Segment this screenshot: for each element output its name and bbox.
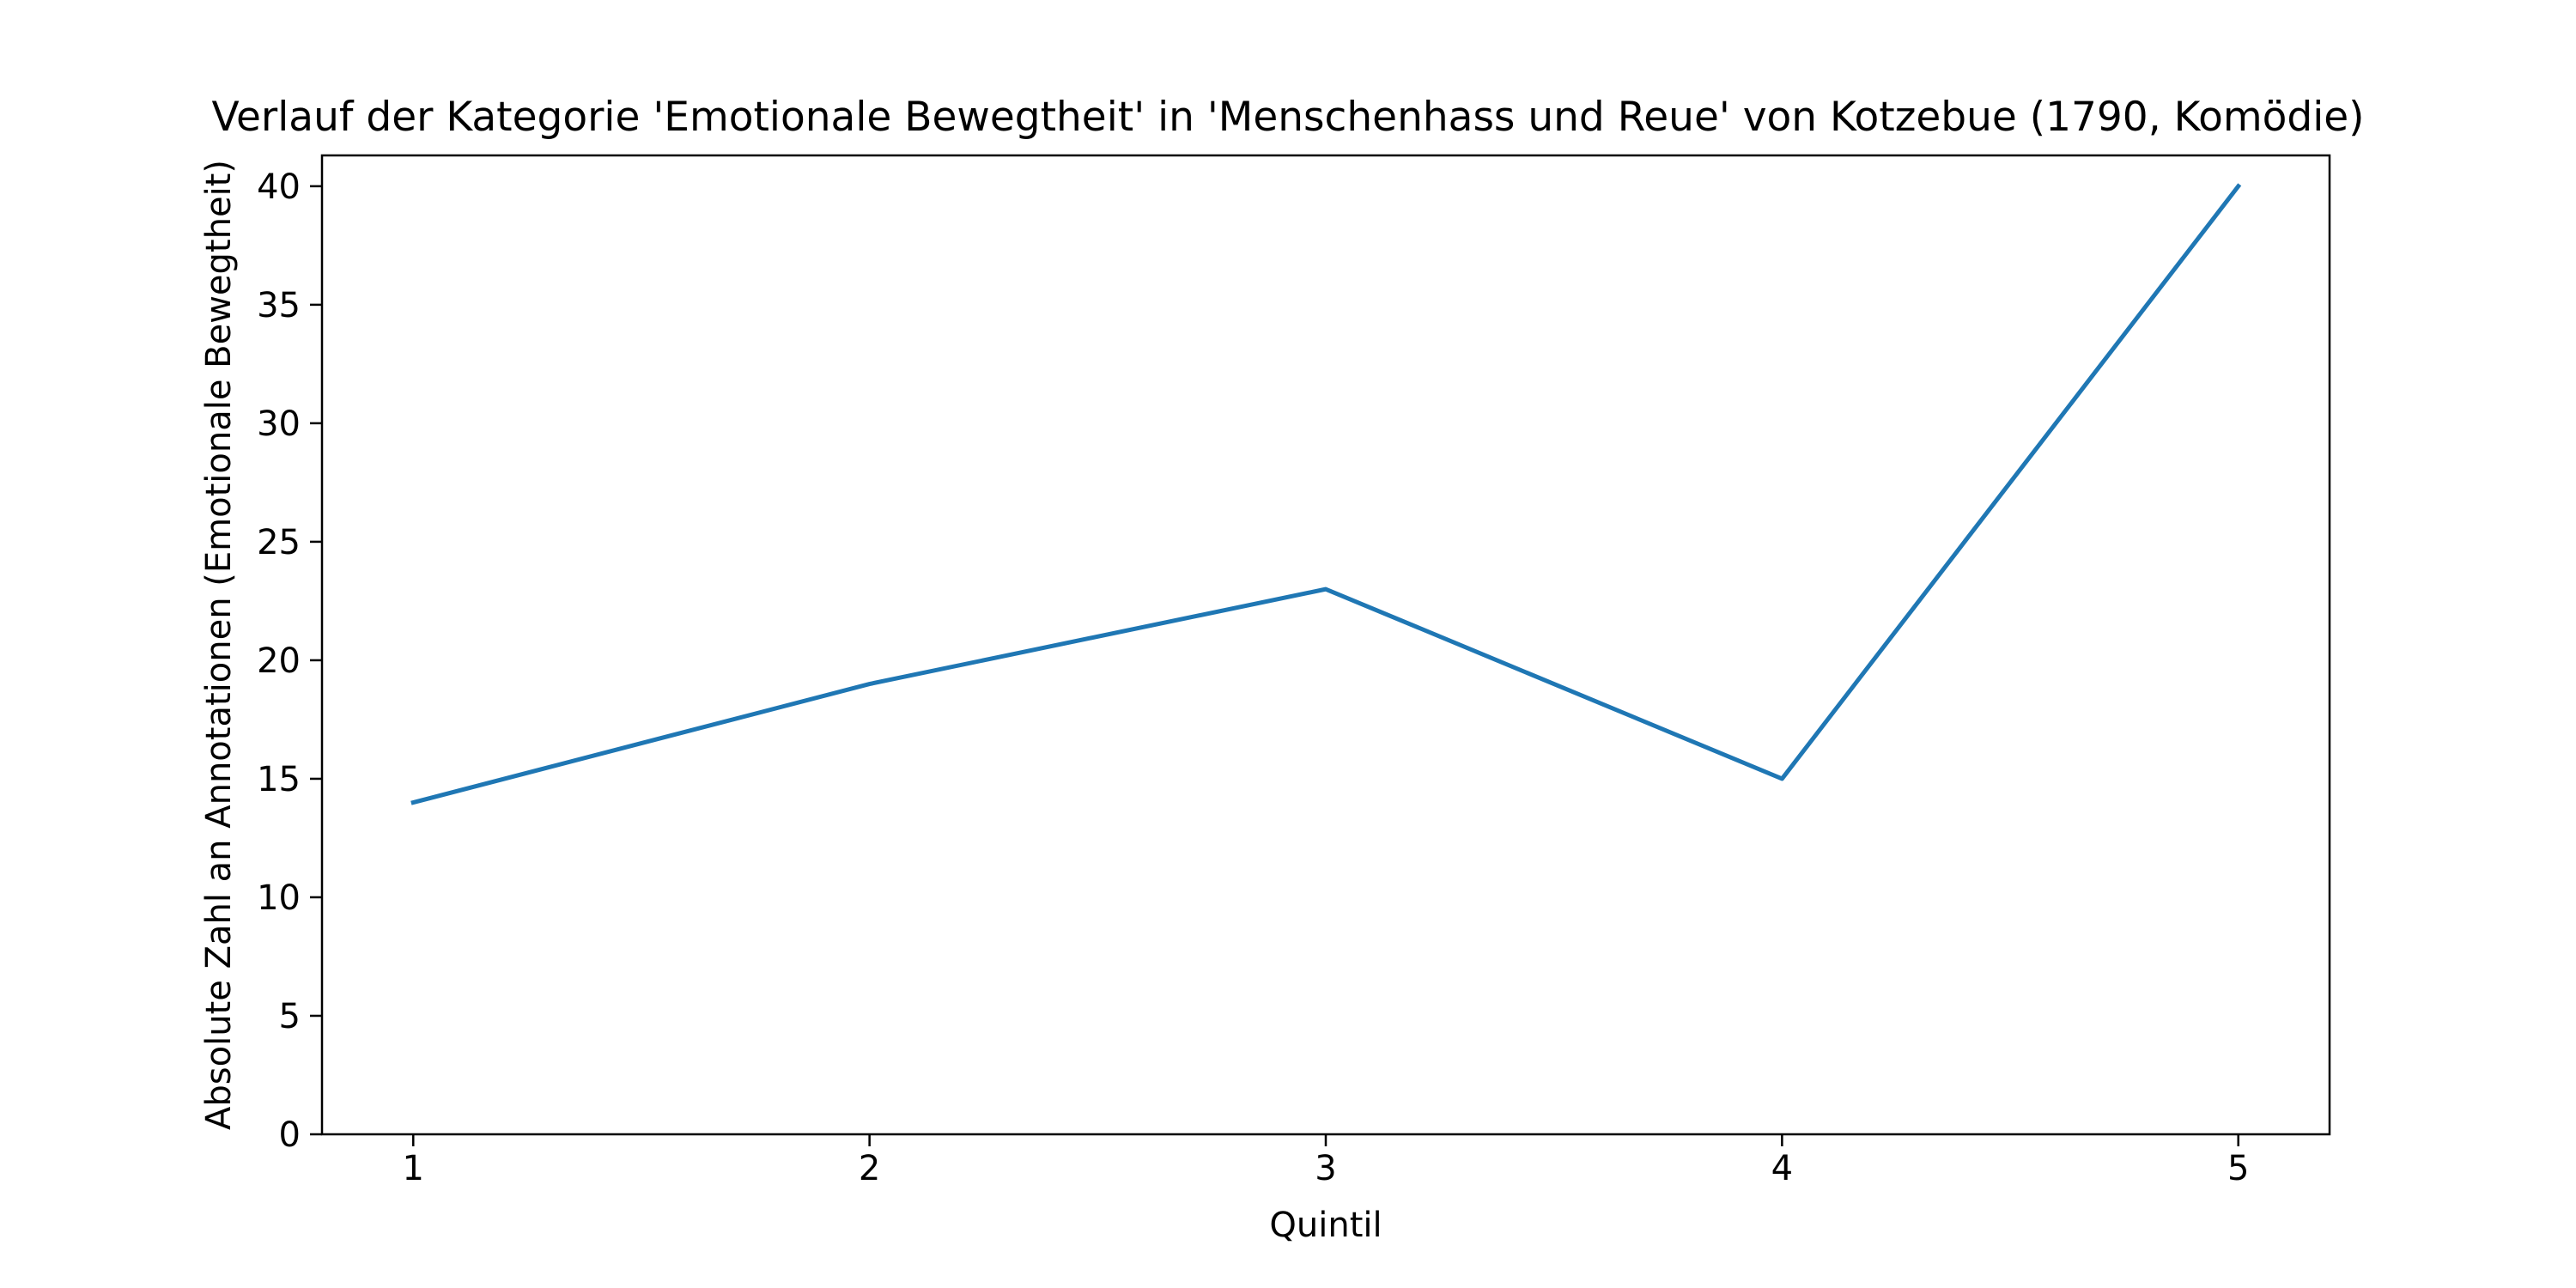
x-tick-label: 3: [1315, 1149, 1336, 1188]
y-axis-ticks: 0 5 10 15 20 25 30 35 40: [257, 167, 322, 1155]
y-tick-label: 25: [257, 523, 301, 562]
y-tick-label: 0: [279, 1115, 301, 1155]
y-tick-label: 20: [257, 641, 301, 681]
series-line: [410, 183, 2242, 805]
series-group: [410, 183, 2242, 805]
chart-title: Verlauf der Kategorie 'Emotionale Bewegt…: [211, 94, 2364, 141]
x-axis-ticks: 1 2 3 4 5: [403, 1134, 2249, 1188]
x-tick-label: 1: [403, 1149, 424, 1188]
y-tick-label: 35: [257, 286, 301, 325]
x-tick-label: 4: [1771, 1149, 1793, 1188]
y-tick-label: 30: [257, 404, 301, 444]
y-axis-title: Absolute Zahl an Annotationen (Emotional…: [199, 160, 239, 1130]
x-axis-title: Quintil: [1269, 1206, 1382, 1245]
y-tick-label: 10: [257, 878, 301, 918]
y-tick-label: 5: [279, 997, 301, 1036]
y-tick-label: 40: [257, 167, 301, 207]
y-tick-label: 15: [257, 760, 301, 799]
x-tick-label: 2: [859, 1149, 880, 1188]
x-tick-label: 5: [2227, 1149, 2249, 1188]
